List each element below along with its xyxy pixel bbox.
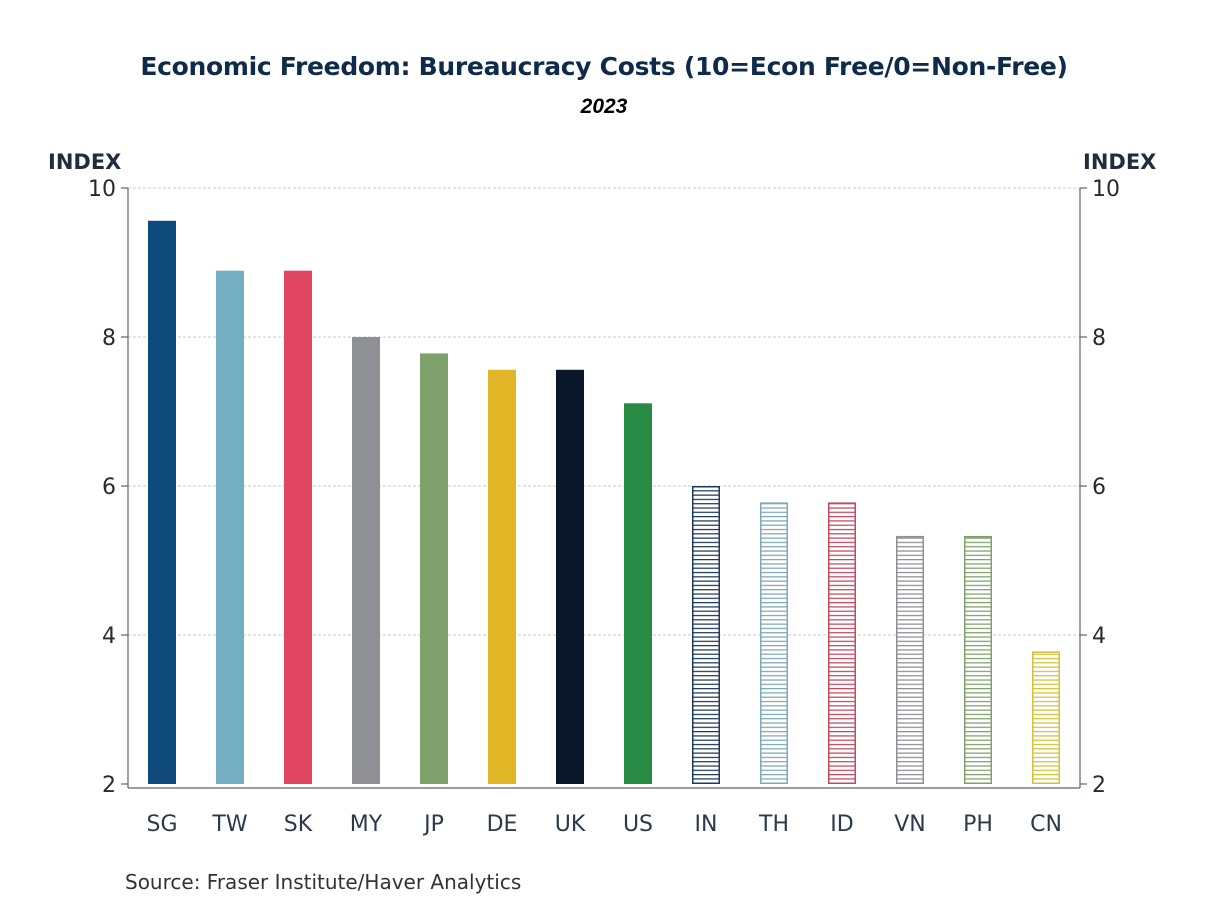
left-tick-label: 6 xyxy=(102,475,116,500)
left-tick-label: 2 xyxy=(102,773,116,798)
bar-th xyxy=(760,502,788,784)
chart-title: Economic Freedom: Bureaucracy Costs (10=… xyxy=(140,52,1068,81)
right-tick-label: 2 xyxy=(1092,773,1106,798)
left-tick-label: 8 xyxy=(102,326,116,351)
category-label: SG xyxy=(146,812,177,837)
right-tick-label: 8 xyxy=(1092,326,1106,351)
bar-jp xyxy=(420,353,448,784)
category-label: CN xyxy=(1030,812,1062,837)
bar-uk xyxy=(556,369,584,784)
left-tick-label: 10 xyxy=(88,177,116,202)
category-label: VN xyxy=(894,812,926,837)
bar-cn xyxy=(1032,651,1060,785)
category-label: MY xyxy=(350,812,383,837)
category-labels: SG TW SK MY JP DE UK US IN TH ID VN PH CN xyxy=(146,812,1061,837)
right-tick-label: 6 xyxy=(1092,475,1106,500)
category-label: JP xyxy=(422,812,444,837)
bar-tw xyxy=(216,270,244,784)
right-axis-title: INDEX xyxy=(1083,150,1157,174)
axes xyxy=(127,188,1081,789)
bar-ph xyxy=(964,535,992,784)
gridlines xyxy=(128,187,1080,636)
bars xyxy=(148,220,1060,785)
bar-my xyxy=(352,337,380,784)
bar-sk xyxy=(284,270,312,784)
right-axis-ticks: 2 4 6 8 10 xyxy=(1080,177,1120,798)
category-label: PH xyxy=(963,812,993,837)
bar-id xyxy=(828,502,856,784)
chart-subtitle: 2023 xyxy=(580,95,628,118)
source-note: Source: Fraser Institute/Haver Analytics xyxy=(125,870,522,894)
left-axis-title: INDEX xyxy=(48,150,122,174)
bar-de xyxy=(488,369,516,784)
category-label: TW xyxy=(211,812,247,837)
left-axis-ticks: 2 4 6 8 10 xyxy=(88,177,128,798)
category-label: UK xyxy=(555,812,586,837)
category-label: DE xyxy=(487,812,518,837)
category-label: TH xyxy=(758,812,789,837)
category-label: ID xyxy=(830,812,853,837)
category-label: SK xyxy=(284,812,313,837)
left-tick-label: 4 xyxy=(102,624,116,649)
bar-us xyxy=(624,403,652,784)
right-tick-label: 4 xyxy=(1092,624,1106,649)
bar-in xyxy=(692,486,720,784)
category-label: IN xyxy=(695,812,718,837)
bar-sg xyxy=(148,220,176,784)
bar-vn xyxy=(896,535,924,784)
right-tick-label: 10 xyxy=(1092,177,1120,202)
category-label: US xyxy=(623,812,653,837)
